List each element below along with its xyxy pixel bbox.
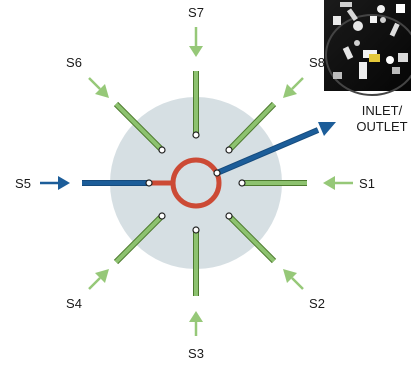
port-hole-s5	[145, 179, 153, 187]
arrow-s7	[189, 27, 203, 57]
blue-channels	[82, 127, 320, 186]
label-s3: S3	[188, 346, 204, 361]
port-hole-s6	[158, 146, 166, 154]
arrow-outlet	[318, 122, 336, 136]
label-outlet-line2: OUTLET	[356, 119, 407, 134]
arrow-s8	[283, 77, 304, 98]
label-s4: S4	[66, 296, 82, 311]
rotor	[151, 157, 222, 209]
port-hole-s8	[225, 146, 233, 154]
port-hole-s3	[192, 226, 200, 234]
arrow-s3	[189, 311, 203, 336]
port-hole-s4	[158, 212, 166, 220]
port-labels: S7 S6 S8 S5 S1 S4 S2 S3 INLET/ OUTLET	[15, 5, 408, 361]
port-hole-s2	[225, 212, 233, 220]
label-s1: S1	[359, 176, 375, 191]
arrow-s2	[283, 269, 304, 290]
label-s7: S7	[188, 5, 204, 20]
label-outlet-line1: INLET/	[362, 103, 403, 118]
valve-photo-icon	[324, 0, 411, 96]
port-hole-s1	[238, 179, 246, 187]
inflow-arrows	[88, 27, 353, 336]
arrow-s5	[40, 176, 70, 190]
label-s5: S5	[15, 176, 31, 191]
arrow-s6	[88, 77, 109, 98]
label-s8: S8	[309, 55, 325, 70]
port-hole-s7	[192, 131, 200, 139]
port-hole-center	[213, 169, 221, 177]
label-s6: S6	[66, 55, 82, 70]
rotor-ring	[170, 157, 222, 209]
arrow-s1	[323, 176, 353, 190]
channels	[113, 71, 307, 296]
port-holes	[145, 131, 246, 234]
blue-arrows	[40, 122, 336, 190]
label-s2: S2	[309, 296, 325, 311]
arrow-s4	[88, 269, 109, 290]
